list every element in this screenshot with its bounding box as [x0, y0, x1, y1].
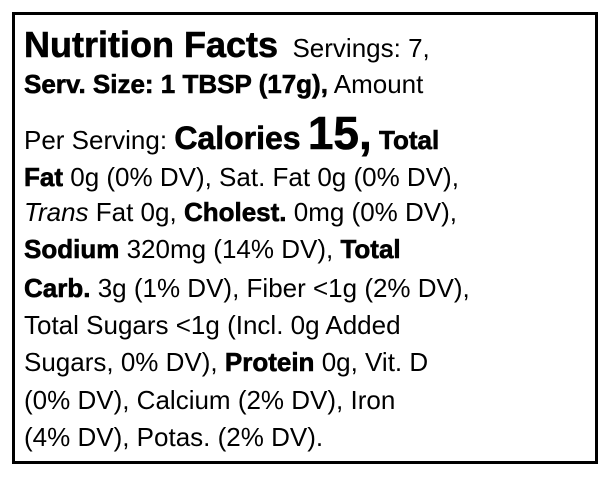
serving-size: Serv. Size: 1 TBSP (17g), [24, 69, 329, 100]
line: Per Serving: Calories 15, Total [24, 110, 440, 157]
line: (0% DV), Calcium (2% DV), Iron [24, 380, 395, 420]
cholest-text: 0mg (0% DV), [293, 197, 458, 227]
vitamins-text: (4% DV), Potas. (2% DV). [24, 422, 324, 452]
line: Fat 0g (0% DV), Sat. Fat 0g (0% DV), [24, 157, 459, 197]
fat-text: 0g (0% DV), Sat. Fat 0g (0% DV), [70, 162, 459, 192]
per-serving: Per Serving: [24, 125, 168, 155]
sugars-text: Total Sugars <1g (Incl. 0g Added [24, 310, 401, 340]
carb-label: Carb. [24, 273, 91, 304]
vitamins-text: (0% DV), Calcium (2% DV), Iron [24, 385, 396, 415]
line: (4% DV), Potas. (2% DV). [24, 417, 323, 457]
sodium-label: Sodium [24, 234, 120, 265]
line: Total Sugars <1g (Incl. 0g Added [24, 305, 401, 345]
label-border [12, 12, 598, 464]
line: Sugars, 0% DV), Protein 0g, Vit. D [24, 342, 428, 382]
sodium-text: 320mg (14% DV), [126, 234, 334, 264]
fat-label: Total [379, 125, 440, 156]
protein-label: Protein [224, 347, 315, 378]
trans-label: Trans [24, 197, 89, 227]
trans-text: Fat 0g, [95, 197, 177, 227]
amount: Amount [333, 69, 424, 99]
carb-text: 3g (1% DV), Fiber <1g (2% DV), [97, 273, 470, 303]
calories-label: Calories [174, 120, 301, 157]
line: Trans Fat 0g, Cholest. 0mg (0% DV), [24, 192, 457, 232]
line: Carb. 3g (1% DV), Fiber <1g (2% DV), [24, 268, 470, 308]
line: Serv. Size: 1 TBSP (17g), Amount [24, 64, 424, 104]
protein-text: 0g, Vit. D [321, 347, 429, 377]
line: Sodium 320mg (14% DV), Total [24, 229, 401, 269]
cholest-label: Cholest. [183, 197, 287, 228]
servings: Servings: 7, [292, 33, 430, 63]
title: Nutrition Facts [24, 24, 279, 65]
calories-value: 15, [307, 107, 373, 159]
sugars-text: Sugars, 0% DV), [24, 347, 218, 377]
line: Nutrition Facts Servings: 7, [24, 24, 430, 65]
carb-label: Total [340, 234, 401, 265]
fat-label: Fat [24, 162, 64, 193]
